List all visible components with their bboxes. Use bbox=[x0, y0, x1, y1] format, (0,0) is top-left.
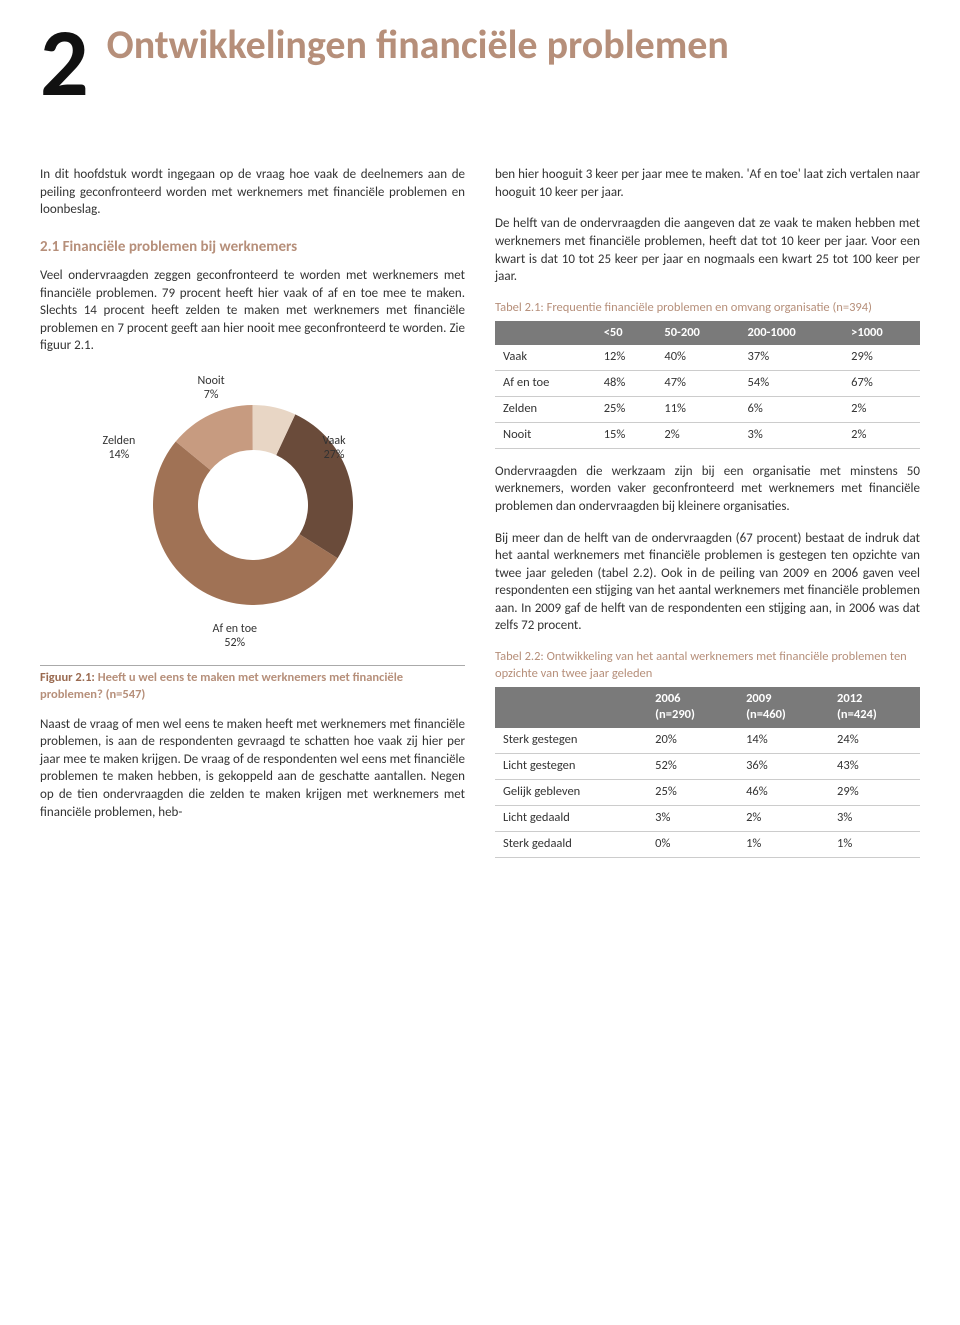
donut-chart: Vaak27% Af en toe52% Zelden14% Nooit7% bbox=[103, 375, 403, 655]
table-row: Vaak12%40%37%29% bbox=[495, 345, 920, 370]
table-row: Sterk gedaald0%1%1% bbox=[495, 831, 920, 857]
left-column: In dit hoofdstuk wordt ingegaan op de vr… bbox=[40, 166, 465, 871]
table-cell: Sterk gestegen bbox=[495, 728, 647, 753]
table-cell: Licht gedaald bbox=[495, 805, 647, 831]
table-row: Zelden25%11%6%2% bbox=[495, 397, 920, 423]
donut-label: Vaak27% bbox=[323, 435, 346, 463]
table-cell: 3% bbox=[829, 805, 920, 831]
table-cell: 6% bbox=[740, 397, 844, 423]
table-cell: 48% bbox=[596, 371, 657, 397]
table-cell: Nooit bbox=[495, 423, 596, 449]
table-row: Licht gedaald3%2%3% bbox=[495, 805, 920, 831]
two-column-layout: In dit hoofdstuk wordt ingegaan op de vr… bbox=[40, 166, 920, 871]
figure-caption-n: (n=547) bbox=[106, 687, 146, 702]
table-cell: 37% bbox=[740, 345, 844, 370]
table1-body: Vaak12%40%37%29%Af en toe48%47%54%67%Zel… bbox=[495, 345, 920, 448]
intro-paragraph: In dit hoofdstuk wordt ingegaan op de vr… bbox=[40, 166, 465, 219]
table1-caption: Tabel 2.1: Frequentie financiële problem… bbox=[495, 300, 920, 317]
donut-label: Nooit7% bbox=[198, 375, 225, 403]
right-paragraph-3: Ondervraagden die werkzaam zijn bij een … bbox=[495, 463, 920, 516]
right-column: ben hier hooguit 3 keer per jaar mee te … bbox=[495, 166, 920, 871]
table-cell: 46% bbox=[738, 780, 829, 806]
table-header-cell bbox=[495, 321, 596, 346]
table-cell: Sterk gedaald bbox=[495, 831, 647, 857]
right-paragraph-4: Bij meer dan de helft van de ondervraagd… bbox=[495, 530, 920, 635]
table-header-cell: 50-200 bbox=[656, 321, 739, 346]
right-paragraph-1: ben hier hooguit 3 keer per jaar mee te … bbox=[495, 166, 920, 201]
table-cell: 36% bbox=[738, 754, 829, 780]
table-cell: 47% bbox=[656, 371, 739, 397]
chapter-title: Ontwikkelingen financiële problemen bbox=[107, 20, 729, 66]
table-cell: Af en toe bbox=[495, 371, 596, 397]
table-cell: 1% bbox=[829, 831, 920, 857]
donut-label: Af en toe52% bbox=[213, 623, 258, 651]
table2-caption: Tabel 2.2: Ontwikkeling van het aantal w… bbox=[495, 649, 920, 683]
table-cell: 43% bbox=[829, 754, 920, 780]
table-header-cell bbox=[495, 687, 647, 729]
page-header: 2 Ontwikkelingen financiële problemen bbox=[40, 20, 920, 106]
table-cell: 2% bbox=[843, 423, 920, 449]
table-cell: Gelijk gebleven bbox=[495, 780, 647, 806]
table-header-cell: <50 bbox=[596, 321, 657, 346]
table-cell: Zelden bbox=[495, 397, 596, 423]
table-header-cell: 2009(n=460) bbox=[738, 687, 829, 729]
table-cell: 67% bbox=[843, 371, 920, 397]
chapter-number: 2 bbox=[40, 20, 89, 106]
table-row: Af en toe48%47%54%67% bbox=[495, 371, 920, 397]
table-cell: 25% bbox=[647, 780, 738, 806]
table-cell: 11% bbox=[656, 397, 739, 423]
table-header-cell: 2012(n=424) bbox=[829, 687, 920, 729]
table-cell: 3% bbox=[740, 423, 844, 449]
table-row: Nooit15%2%3%2% bbox=[495, 423, 920, 449]
table1-header-row: <5050-200200-1000>1000 bbox=[495, 321, 920, 346]
figure-caption-lead: Figuur 2.1: bbox=[40, 670, 98, 685]
table-cell: 2% bbox=[738, 805, 829, 831]
table-1: <5050-200200-1000>1000 Vaak12%40%37%29%A… bbox=[495, 321, 920, 449]
section-heading: 2.1 Financiële problemen bij werknemers bbox=[40, 237, 465, 257]
table-header-cell: 2006(n=290) bbox=[647, 687, 738, 729]
figure-caption: Figuur 2.1: Heeft u wel eens te maken me… bbox=[40, 665, 465, 704]
table-cell: 20% bbox=[647, 728, 738, 753]
table-cell: Vaak bbox=[495, 345, 596, 370]
table-cell: 24% bbox=[829, 728, 920, 753]
table-row: Licht gestegen52%36%43% bbox=[495, 754, 920, 780]
left-paragraph-1: Veel ondervraagden zeggen geconfronteerd… bbox=[40, 267, 465, 355]
table-row: Gelijk gebleven25%46%29% bbox=[495, 780, 920, 806]
table2-header-row: 2006(n=290)2009(n=460)2012(n=424) bbox=[495, 687, 920, 729]
left-paragraph-2: Naast de vraag of men wel eens te maken … bbox=[40, 716, 465, 821]
table-cell: 2% bbox=[656, 423, 739, 449]
table-cell: 40% bbox=[656, 345, 739, 370]
table-header-cell: >1000 bbox=[843, 321, 920, 346]
table-cell: 54% bbox=[740, 371, 844, 397]
table-cell: 2% bbox=[843, 397, 920, 423]
table-cell: 1% bbox=[738, 831, 829, 857]
table-header-cell: 200-1000 bbox=[740, 321, 844, 346]
table-cell: 29% bbox=[829, 780, 920, 806]
table-cell: 0% bbox=[647, 831, 738, 857]
table-row: Sterk gestegen20%14%24% bbox=[495, 728, 920, 753]
table-cell: 12% bbox=[596, 345, 657, 370]
table-cell: Licht gestegen bbox=[495, 754, 647, 780]
table-2: 2006(n=290)2009(n=460)2012(n=424) Sterk … bbox=[495, 687, 920, 858]
table-cell: 29% bbox=[843, 345, 920, 370]
table-cell: 25% bbox=[596, 397, 657, 423]
table-cell: 52% bbox=[647, 754, 738, 780]
donut-label: Zelden14% bbox=[103, 435, 136, 463]
table-cell: 3% bbox=[647, 805, 738, 831]
table2-body: Sterk gestegen20%14%24%Licht gestegen52%… bbox=[495, 728, 920, 857]
right-paragraph-2: De helft van de ondervraagden die aangev… bbox=[495, 215, 920, 285]
table-cell: 15% bbox=[596, 423, 657, 449]
table-cell: 14% bbox=[738, 728, 829, 753]
